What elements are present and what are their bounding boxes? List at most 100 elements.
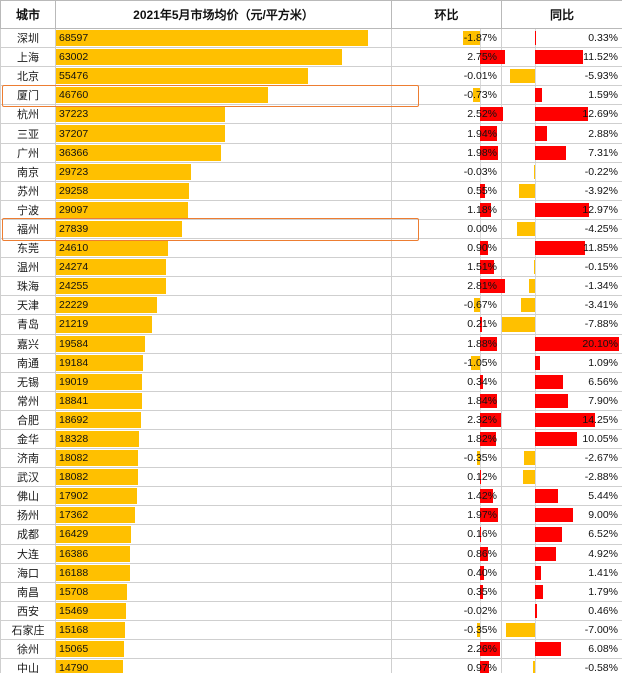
- mom-value: 2.81%: [467, 280, 497, 293]
- mom-value: 0.55%: [467, 184, 497, 197]
- cell-price-bar: 46760: [55, 85, 392, 106]
- yoy-bar: [502, 317, 536, 332]
- table-row: 广州 36366 1.98% 7.31%: [0, 142, 622, 163]
- yoy-bar: [535, 603, 537, 618]
- cell-price-bar: 37207: [55, 123, 392, 144]
- mom-bar: [480, 393, 497, 408]
- mom-value: 1.94%: [467, 127, 497, 140]
- cell-yoy: -0.58%: [501, 658, 622, 673]
- yoy-zero-axis: [535, 258, 536, 277]
- mom-value: 0.12%: [467, 471, 497, 484]
- cell-price-bar: 37223: [55, 104, 392, 125]
- yoy-value: 4.92%: [588, 547, 618, 560]
- table-row: 成都 16429 0.16% 6.52%: [0, 524, 622, 545]
- price-value: 24255: [59, 280, 89, 293]
- cell-price-bar: 16386: [55, 543, 392, 564]
- mom-value: 1.97%: [467, 509, 497, 522]
- price-value: 37207: [59, 127, 89, 140]
- price-value: 68597: [59, 32, 89, 45]
- price-bar: [56, 430, 140, 448]
- cell-yoy: 4.92%: [501, 543, 622, 564]
- mom-bar: [480, 50, 505, 65]
- price-bar: [56, 182, 189, 199]
- mom-bar: [480, 126, 498, 141]
- mom-value: -0.35%: [463, 623, 497, 636]
- mom-value: -0.01%: [463, 70, 497, 83]
- price-value: 37223: [59, 108, 89, 121]
- cell-mom: 2.75%: [391, 47, 505, 68]
- cell-yoy: 14.25%: [501, 409, 622, 430]
- yoy-bar: [535, 489, 558, 504]
- cell-price-bar: 22229: [55, 295, 392, 316]
- yoy-bar: [535, 565, 541, 580]
- cell-price-bar: 15168: [55, 619, 392, 641]
- cell-mom: 0.90%: [391, 238, 502, 259]
- cell-mom: 0.86%: [391, 543, 502, 564]
- price-bar: [56, 411, 141, 428]
- mom-bar: [480, 317, 482, 332]
- table-row: 杭州 37223 2.52% 12.69%: [0, 104, 622, 125]
- cell-yoy: 9.00%: [501, 505, 622, 526]
- cell-mom: 1.98%: [391, 142, 502, 163]
- table-row: 深圳 68597 -1.87% 0.33%: [0, 27, 622, 49]
- mom-bar: [480, 584, 484, 599]
- cell-price-bar: 15065: [55, 638, 392, 660]
- yoy-value: 12.69%: [582, 108, 618, 121]
- yoy-value: 20.10%: [582, 337, 618, 350]
- yoy-zero-axis: [535, 659, 536, 673]
- mom-value: 2.52%: [467, 108, 497, 121]
- mom-value: -0.35%: [463, 452, 497, 465]
- cell-city: 珠海: [0, 276, 56, 297]
- yoy-bar: [535, 374, 563, 389]
- yoy-bar: [517, 221, 535, 237]
- mom-bar: [480, 374, 484, 389]
- cell-mom: 2.52%: [391, 104, 503, 125]
- price-value: 24610: [59, 242, 89, 255]
- price-bar: [56, 87, 269, 104]
- yoy-value: 6.08%: [588, 643, 618, 656]
- cell-yoy: -3.41%: [501, 295, 622, 316]
- yoy-value: -3.41%: [584, 299, 618, 312]
- yoy-value: 11.85%: [583, 242, 618, 255]
- mom-bar: [480, 527, 482, 542]
- yoy-bar: [535, 126, 548, 141]
- yoy-bar: [535, 88, 542, 103]
- cell-mom: -0.02%: [391, 600, 502, 621]
- cell-mom: 2.32%: [391, 409, 502, 430]
- cell-city: 南昌: [0, 581, 56, 602]
- yoy-value: 0.46%: [588, 604, 618, 617]
- yoy-value: -2.88%: [584, 471, 618, 484]
- yoy-value: 1.41%: [588, 566, 618, 579]
- mom-value: -0.03%: [463, 165, 497, 178]
- cell-yoy: 1.59%: [501, 85, 622, 106]
- yoy-bar: [535, 431, 578, 447]
- mom-value: 0.97%: [467, 662, 497, 673]
- cell-mom: 2.81%: [391, 276, 506, 297]
- cell-yoy: -7.00%: [501, 619, 622, 641]
- table-header-row: 城市 2021年5月市场均价（元/平方米） 环比 同比: [0, 0, 622, 29]
- mom-bar: [480, 470, 482, 485]
- yoy-value: -4.25%: [584, 222, 618, 235]
- cell-mom: 1.42%: [391, 486, 502, 507]
- yoy-bar: [535, 355, 540, 370]
- yoy-value: 9.00%: [588, 509, 618, 522]
- cell-city: 南京: [0, 161, 56, 182]
- mom-value: 1.84%: [467, 394, 497, 407]
- cell-yoy: 12.97%: [501, 199, 622, 220]
- table-body: 深圳 68597 -1.87% 0.33% 上海 63002 2.75% 11.52% 北京 55…: [0, 27, 622, 673]
- cell-price-bar: 19019: [55, 371, 392, 392]
- mom-value: 0.16%: [467, 528, 497, 541]
- mom-zero-axis: [480, 353, 481, 372]
- yoy-value: -2.67%: [584, 452, 618, 465]
- cell-price-bar: 24610: [55, 238, 392, 259]
- cell-yoy: -4.25%: [501, 218, 622, 240]
- mom-value: 1.18%: [467, 203, 497, 216]
- yoy-bar: [535, 393, 569, 408]
- cell-yoy: 7.31%: [501, 142, 622, 163]
- price-value: 18692: [59, 413, 89, 426]
- mom-value: -0.73%: [463, 89, 497, 102]
- cell-city: 苏州: [0, 180, 56, 201]
- price-value: 15065: [59, 643, 89, 656]
- price-bar: [56, 469, 139, 486]
